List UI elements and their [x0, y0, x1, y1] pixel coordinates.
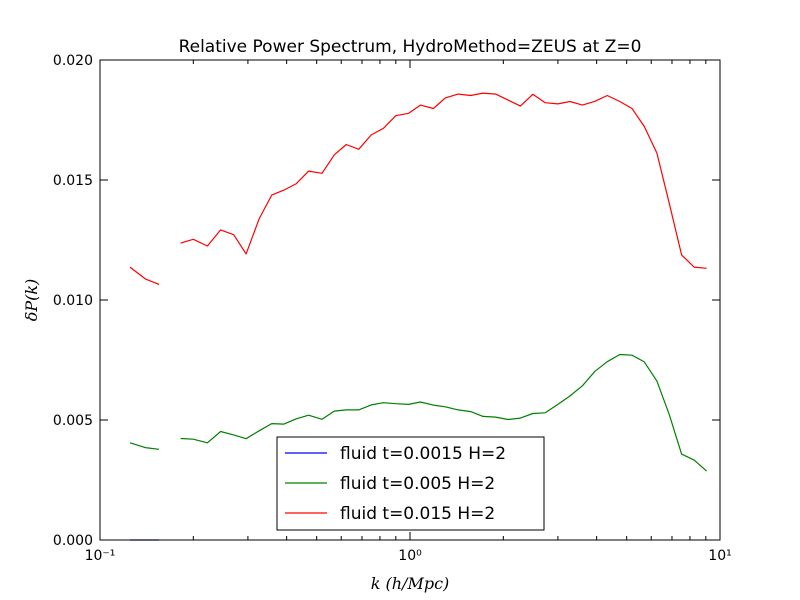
series-line-2-segment-2: [180, 353, 707, 472]
y-tick-label: 0.005: [53, 413, 93, 429]
ticks-layer: 10⁻¹ 10⁰ 10¹ 0.000 0.005 0.010 0.015 0.020: [53, 53, 732, 564]
x-tick-label: 10⁻¹: [85, 548, 116, 564]
x-tick-label: 10¹: [708, 548, 731, 564]
y-tick-label: 0.000: [53, 533, 93, 549]
y-tick-label: 0.020: [53, 53, 93, 69]
y-tick-label: 0.015: [53, 173, 93, 189]
legend: fluid t=0.0015 H=2 fluid t=0.005 H=2 fluid…: [276, 436, 545, 531]
chart-title: Relative Power Spectrum, HydroMethod=ZEU…: [179, 37, 642, 57]
series-line-2-segment-1: [129, 442, 160, 450]
series-line-3-segment-1: [129, 266, 160, 285]
y-tick-label: 0.010: [53, 293, 93, 309]
legend-label-2: fluid t=0.005 H=2: [340, 474, 495, 494]
x-axis-label: k (h/Mpc): [371, 574, 450, 593]
y-axis-label: δP(k): [22, 279, 41, 322]
plot-frame: [99, 59, 721, 541]
legend-label-1: fluid t=0.0015 H=2: [340, 444, 506, 464]
legend-label-3: fluid t=0.015 H=2: [340, 504, 495, 524]
x-tick-label: 10⁰: [398, 548, 422, 564]
series-line-3-segment-2: [180, 92, 707, 269]
